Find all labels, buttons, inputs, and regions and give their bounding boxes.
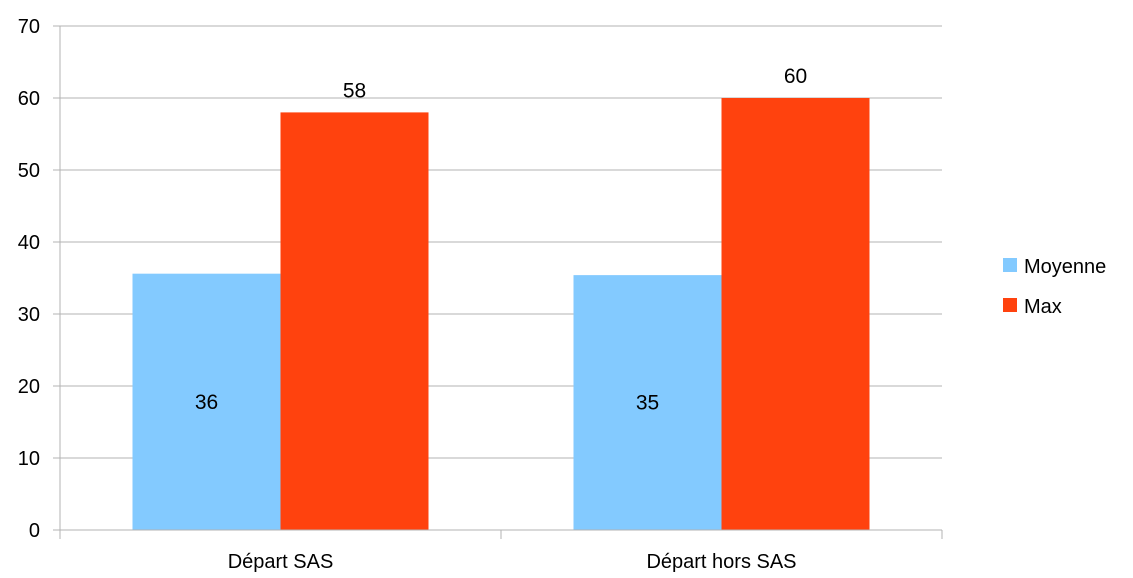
bar-moyenne: [573, 275, 722, 530]
data-label: 35: [636, 392, 659, 415]
legend-label: Max: [1024, 296, 1062, 318]
bars: [132, 98, 870, 531]
axes: 0 10 20 30 40 50 60 70 Départ SAS Départ hors SAS: [18, 16, 943, 573]
y-tick-label: 70: [18, 16, 40, 38]
y-tick-label: 40: [18, 232, 40, 254]
data-label: 58: [343, 79, 366, 102]
data-labels: 36 58 35 60: [195, 65, 807, 415]
bar-max: [721, 98, 870, 530]
data-label: 36: [195, 391, 218, 414]
y-tick-label: 10: [18, 448, 40, 470]
x-category-label: Départ SAS: [228, 551, 334, 573]
bar-max: [280, 112, 429, 531]
legend-swatch-moyenne: [1003, 258, 1017, 272]
legend-swatch-max: [1003, 298, 1017, 312]
bar-moyenne: [132, 273, 281, 530]
y-tick-label: 60: [18, 88, 40, 110]
y-tick-label: 20: [18, 376, 40, 398]
y-tick-label: 0: [29, 520, 40, 542]
data-label: 60: [784, 65, 807, 88]
legend-label: Moyenne: [1024, 256, 1106, 278]
y-tick-label: 50: [18, 160, 40, 182]
legend: Moyenne Max: [1003, 256, 1106, 318]
x-category-label: Départ hors SAS: [646, 551, 796, 573]
y-tick-label: 30: [18, 304, 40, 326]
